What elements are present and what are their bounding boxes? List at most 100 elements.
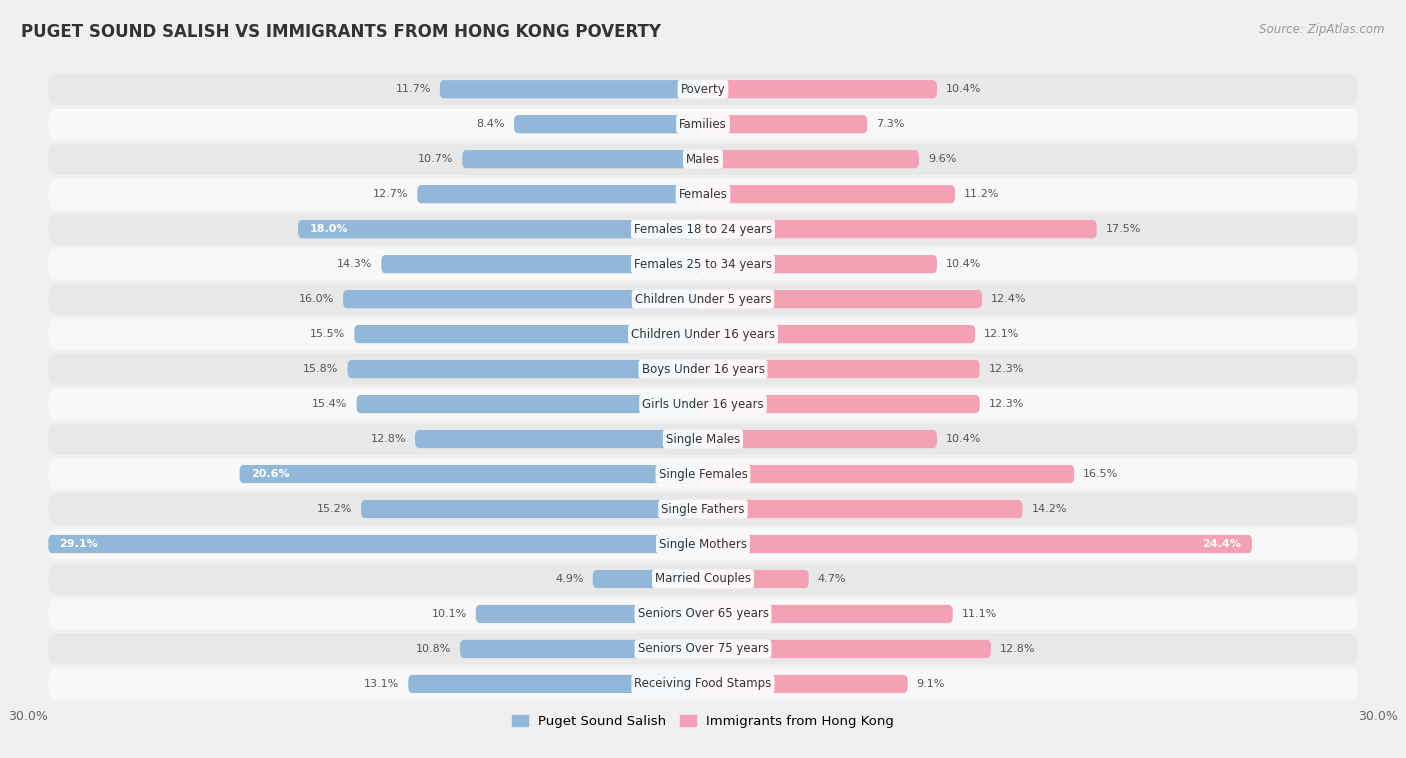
Text: 14.2%: 14.2% bbox=[1032, 504, 1067, 514]
Text: 8.4%: 8.4% bbox=[477, 119, 505, 129]
Text: 12.8%: 12.8% bbox=[371, 434, 406, 444]
FancyBboxPatch shape bbox=[48, 535, 703, 553]
FancyBboxPatch shape bbox=[48, 74, 1358, 105]
Text: 7.3%: 7.3% bbox=[876, 119, 904, 129]
FancyBboxPatch shape bbox=[703, 220, 1097, 238]
FancyBboxPatch shape bbox=[703, 115, 868, 133]
FancyBboxPatch shape bbox=[460, 640, 703, 658]
Text: Single Females: Single Females bbox=[658, 468, 748, 481]
FancyBboxPatch shape bbox=[703, 360, 980, 378]
FancyBboxPatch shape bbox=[48, 249, 1358, 280]
FancyBboxPatch shape bbox=[48, 283, 1358, 315]
Text: Females 25 to 34 years: Females 25 to 34 years bbox=[634, 258, 772, 271]
FancyBboxPatch shape bbox=[463, 150, 703, 168]
FancyBboxPatch shape bbox=[703, 605, 953, 623]
Text: Married Couples: Married Couples bbox=[655, 572, 751, 585]
FancyBboxPatch shape bbox=[48, 108, 1358, 140]
FancyBboxPatch shape bbox=[418, 185, 703, 203]
FancyBboxPatch shape bbox=[48, 214, 1358, 245]
FancyBboxPatch shape bbox=[475, 605, 703, 623]
FancyBboxPatch shape bbox=[347, 360, 703, 378]
FancyBboxPatch shape bbox=[48, 598, 1358, 630]
FancyBboxPatch shape bbox=[357, 395, 703, 413]
Text: 9.6%: 9.6% bbox=[928, 154, 956, 164]
Text: 15.4%: 15.4% bbox=[312, 399, 347, 409]
Text: Girls Under 16 years: Girls Under 16 years bbox=[643, 398, 763, 411]
FancyBboxPatch shape bbox=[343, 290, 703, 309]
Text: Families: Families bbox=[679, 117, 727, 130]
Text: Children Under 5 years: Children Under 5 years bbox=[634, 293, 772, 305]
FancyBboxPatch shape bbox=[703, 675, 908, 693]
Text: 12.3%: 12.3% bbox=[988, 399, 1024, 409]
Text: 17.5%: 17.5% bbox=[1105, 224, 1142, 234]
Text: 29.1%: 29.1% bbox=[59, 539, 98, 549]
Text: 12.4%: 12.4% bbox=[991, 294, 1026, 304]
FancyBboxPatch shape bbox=[703, 535, 1251, 553]
Text: PUGET SOUND SALISH VS IMMIGRANTS FROM HONG KONG POVERTY: PUGET SOUND SALISH VS IMMIGRANTS FROM HO… bbox=[21, 23, 661, 41]
Text: Single Fathers: Single Fathers bbox=[661, 503, 745, 515]
Text: 14.3%: 14.3% bbox=[337, 259, 373, 269]
Text: 10.8%: 10.8% bbox=[416, 644, 451, 654]
Text: Single Males: Single Males bbox=[666, 433, 740, 446]
FancyBboxPatch shape bbox=[703, 430, 936, 448]
FancyBboxPatch shape bbox=[415, 430, 703, 448]
Text: Poverty: Poverty bbox=[681, 83, 725, 96]
FancyBboxPatch shape bbox=[703, 395, 980, 413]
Text: 15.8%: 15.8% bbox=[304, 364, 339, 374]
Text: 11.2%: 11.2% bbox=[965, 190, 1000, 199]
Text: 10.1%: 10.1% bbox=[432, 609, 467, 619]
Legend: Puget Sound Salish, Immigrants from Hong Kong: Puget Sound Salish, Immigrants from Hong… bbox=[506, 709, 900, 733]
FancyBboxPatch shape bbox=[703, 80, 936, 99]
FancyBboxPatch shape bbox=[48, 318, 1358, 350]
FancyBboxPatch shape bbox=[593, 570, 703, 588]
Text: 9.1%: 9.1% bbox=[917, 679, 945, 689]
FancyBboxPatch shape bbox=[703, 255, 936, 273]
Text: 12.3%: 12.3% bbox=[988, 364, 1024, 374]
Text: 10.4%: 10.4% bbox=[946, 84, 981, 94]
FancyBboxPatch shape bbox=[354, 325, 703, 343]
Text: 11.7%: 11.7% bbox=[395, 84, 430, 94]
FancyBboxPatch shape bbox=[703, 185, 955, 203]
FancyBboxPatch shape bbox=[298, 220, 703, 238]
FancyBboxPatch shape bbox=[703, 500, 1022, 518]
Text: Children Under 16 years: Children Under 16 years bbox=[631, 327, 775, 340]
Text: 15.5%: 15.5% bbox=[311, 329, 346, 339]
FancyBboxPatch shape bbox=[361, 500, 703, 518]
Text: Single Mothers: Single Mothers bbox=[659, 537, 747, 550]
FancyBboxPatch shape bbox=[48, 528, 1358, 559]
Text: Females 18 to 24 years: Females 18 to 24 years bbox=[634, 223, 772, 236]
Text: Females: Females bbox=[679, 188, 727, 201]
FancyBboxPatch shape bbox=[48, 493, 1358, 525]
Text: 16.0%: 16.0% bbox=[299, 294, 335, 304]
FancyBboxPatch shape bbox=[48, 423, 1358, 455]
FancyBboxPatch shape bbox=[381, 255, 703, 273]
Text: 15.2%: 15.2% bbox=[316, 504, 352, 514]
Text: 10.4%: 10.4% bbox=[946, 259, 981, 269]
Text: 13.1%: 13.1% bbox=[364, 679, 399, 689]
FancyBboxPatch shape bbox=[48, 669, 1358, 700]
Text: Receiving Food Stamps: Receiving Food Stamps bbox=[634, 678, 772, 691]
FancyBboxPatch shape bbox=[48, 353, 1358, 385]
FancyBboxPatch shape bbox=[703, 325, 976, 343]
FancyBboxPatch shape bbox=[48, 143, 1358, 175]
Text: Boys Under 16 years: Boys Under 16 years bbox=[641, 362, 765, 375]
FancyBboxPatch shape bbox=[440, 80, 703, 99]
Text: 12.7%: 12.7% bbox=[373, 190, 408, 199]
Text: 12.1%: 12.1% bbox=[984, 329, 1019, 339]
FancyBboxPatch shape bbox=[48, 563, 1358, 595]
Text: 18.0%: 18.0% bbox=[309, 224, 347, 234]
FancyBboxPatch shape bbox=[408, 675, 703, 693]
FancyBboxPatch shape bbox=[703, 465, 1074, 483]
Text: 4.7%: 4.7% bbox=[818, 574, 846, 584]
Text: Seniors Over 75 years: Seniors Over 75 years bbox=[637, 643, 769, 656]
FancyBboxPatch shape bbox=[48, 633, 1358, 665]
Text: Source: ZipAtlas.com: Source: ZipAtlas.com bbox=[1260, 23, 1385, 36]
FancyBboxPatch shape bbox=[703, 290, 981, 309]
FancyBboxPatch shape bbox=[515, 115, 703, 133]
FancyBboxPatch shape bbox=[703, 640, 991, 658]
Text: 10.4%: 10.4% bbox=[946, 434, 981, 444]
FancyBboxPatch shape bbox=[703, 570, 808, 588]
Text: 12.8%: 12.8% bbox=[1000, 644, 1035, 654]
Text: 11.1%: 11.1% bbox=[962, 609, 997, 619]
Text: 20.6%: 20.6% bbox=[250, 469, 290, 479]
